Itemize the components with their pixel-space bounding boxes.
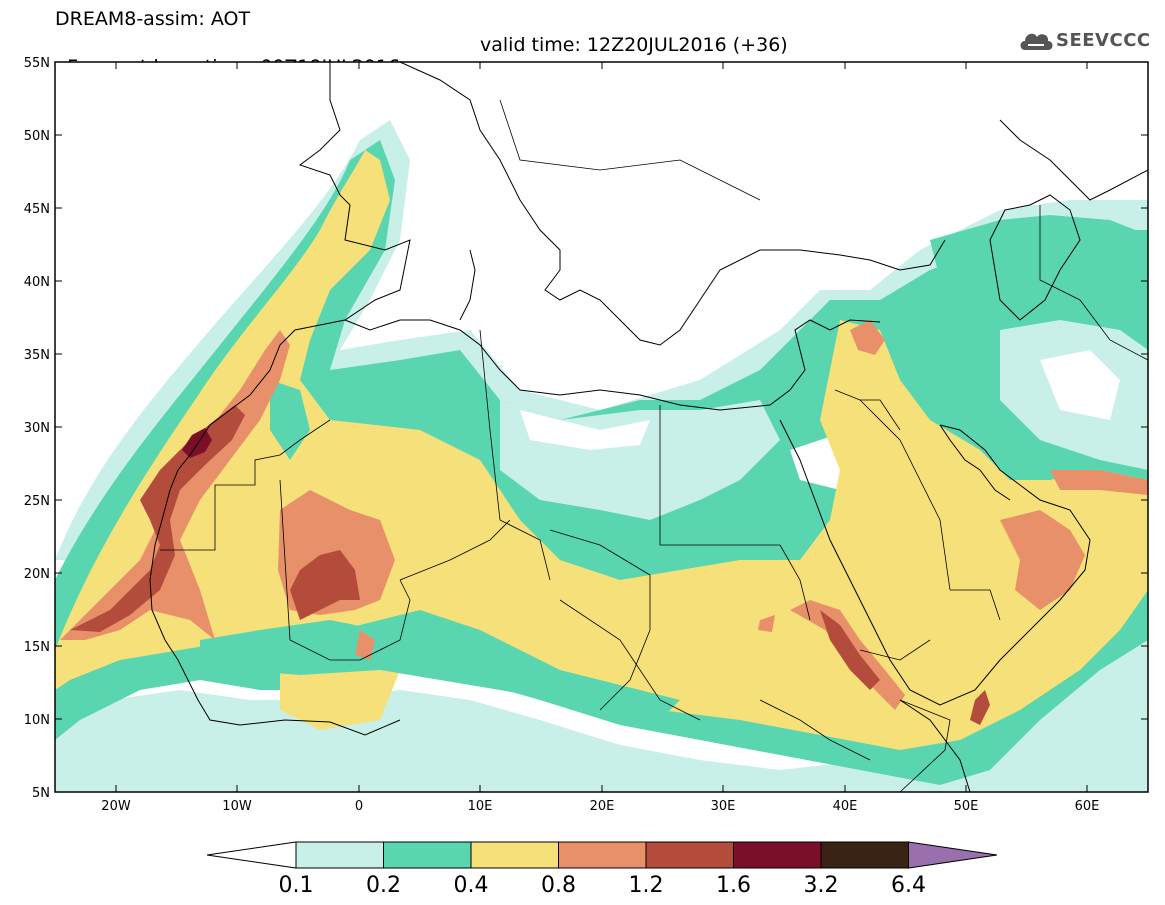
longitude-labels: 20W 10W 0 10E 20E 30E 40E 50E 60E bbox=[101, 799, 1099, 814]
colorbar-segment bbox=[820, 841, 909, 869]
lon-label: 10E bbox=[468, 799, 493, 814]
seevccc-logo: SEEVCCC bbox=[1018, 26, 1158, 56]
lat-label: 35N bbox=[24, 348, 50, 363]
lat-label: 20N bbox=[24, 567, 50, 582]
colorbar-segment bbox=[645, 841, 734, 869]
map-title: DREAM8-assim: AOT bbox=[55, 8, 251, 30]
cloud-icon bbox=[1020, 33, 1053, 50]
lat-label: 30N bbox=[24, 421, 50, 436]
lon-label: 60E bbox=[1075, 799, 1100, 814]
colorbar-high-arrow bbox=[908, 841, 998, 869]
lat-label: 55N bbox=[24, 56, 50, 71]
lat-label: 5N bbox=[32, 786, 50, 801]
colorbar-label: 0.2 bbox=[366, 873, 401, 898]
aot-field bbox=[55, 62, 1148, 792]
lon-label: 30E bbox=[711, 799, 736, 814]
colorbar-segment bbox=[295, 841, 384, 869]
lon-label: 20E bbox=[590, 799, 615, 814]
latitude-labels: 55N 50N 45N 40N 35N 30N 25N 20N 15N 10N … bbox=[24, 56, 50, 801]
lon-label: 20W bbox=[101, 799, 131, 814]
lon-label: 10W bbox=[222, 799, 252, 814]
valid-time-label: valid time: 12Z20JUL2016 (+36) bbox=[480, 34, 788, 56]
lat-label: 10N bbox=[24, 713, 50, 728]
colorbar-segment bbox=[733, 841, 822, 869]
colorbar-label: 0.1 bbox=[279, 873, 314, 898]
logo-text: SEEVCCC bbox=[1056, 30, 1151, 51]
colorbar: 0.1 0.2 0.4 0.8 1.2 1.6 3.2 6.4 bbox=[206, 841, 998, 898]
colorbar-label: 0.4 bbox=[454, 873, 489, 898]
colorbar-label: 6.4 bbox=[891, 873, 926, 898]
lat-label: 40N bbox=[24, 275, 50, 290]
colorbar-label: 1.6 bbox=[716, 873, 751, 898]
colorbar-label: 0.8 bbox=[541, 873, 576, 898]
colorbar-low-arrow bbox=[206, 841, 297, 869]
lon-label: 0 bbox=[355, 799, 363, 814]
lon-label: 50E bbox=[954, 799, 979, 814]
colorbar-label: 3.2 bbox=[804, 873, 839, 898]
colorbar-segment bbox=[383, 841, 472, 869]
lat-label: 25N bbox=[24, 494, 50, 509]
lon-label: 40E bbox=[833, 799, 858, 814]
country-borders bbox=[160, 99, 1148, 792]
lat-label: 15N bbox=[24, 640, 50, 655]
lat-label: 50N bbox=[24, 129, 50, 144]
tick-marks bbox=[55, 61, 1148, 793]
colorbar-segment bbox=[558, 841, 647, 869]
coastlines bbox=[149, 62, 1148, 792]
colorbar-segment bbox=[470, 841, 559, 869]
lat-label: 45N bbox=[24, 202, 50, 217]
colorbar-label: 1.2 bbox=[629, 873, 664, 898]
